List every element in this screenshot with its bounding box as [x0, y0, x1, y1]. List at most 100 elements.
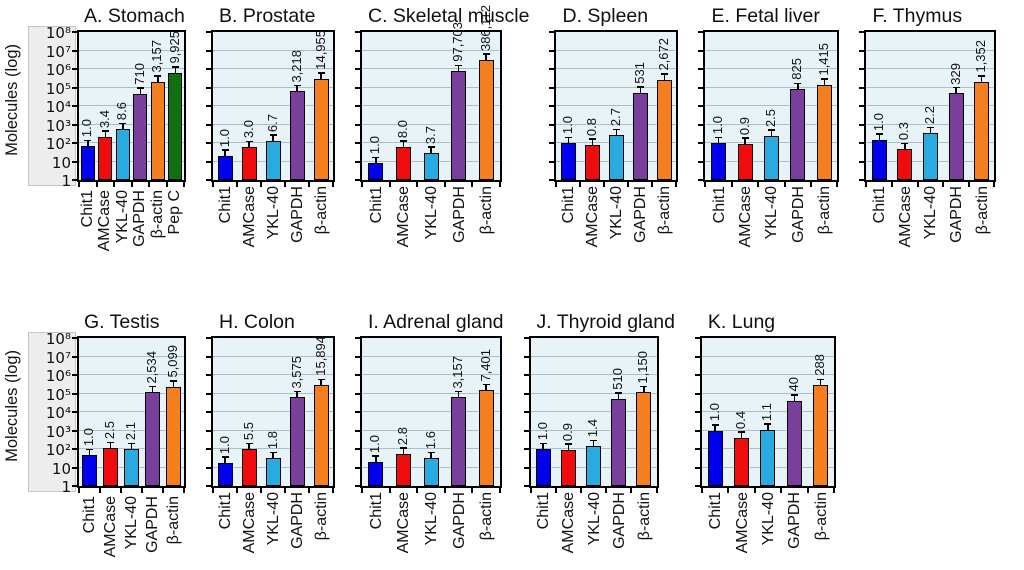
x-label-β-actin: β-actin	[478, 186, 496, 235]
y-tick	[72, 337, 77, 339]
x-axis-labels: Chit1 AMCase YKL-40 GAPDH β-actin Pep C	[76, 186, 185, 256]
bar-value-label: 1.1	[759, 402, 775, 421]
plot-wrap: 10⁸ 10⁷ 10⁶ 10⁵ 10⁴ 10³ 10² 10 1 1.0 3.4 8.6 710 3,15…	[28, 26, 186, 189]
x-label-AMCase: AMCase	[241, 492, 258, 554]
x-tick	[753, 488, 756, 493]
x-label-YKL-40: YKL-40	[759, 492, 777, 546]
y-tick	[206, 31, 211, 33]
plot-wrap: 1.0 0.8 2.7 531 2,672	[549, 30, 679, 187]
x-label-Chit1: Chit1	[710, 186, 728, 224]
error-bar	[823, 79, 826, 85]
gridline	[556, 49, 677, 51]
y-tick	[355, 355, 360, 358]
y-tick	[523, 355, 529, 358]
error-bar-cap	[171, 66, 179, 68]
gridline	[705, 49, 838, 51]
x-tick	[361, 488, 363, 493]
x-label-AMCase: AMCase	[96, 190, 114, 252]
x-tick	[332, 182, 334, 187]
x-tick	[700, 488, 703, 493]
x-label-YKL-40: YKL-40	[423, 186, 440, 240]
bar-value-label: 6.7	[264, 113, 280, 132]
x-label-YKL-40: YKL-40	[122, 496, 140, 550]
error-bar	[770, 130, 773, 136]
bar-value-label: 2,534	[144, 350, 159, 384]
error-bar-cap	[738, 431, 746, 433]
error-bar-cap	[101, 130, 109, 132]
bar-GAPDH	[611, 398, 627, 486]
gridline	[79, 355, 184, 357]
error-bar	[151, 387, 154, 393]
error-bar	[320, 73, 322, 79]
gridline	[556, 105, 677, 106]
x-label-β-actin: β-actin	[816, 186, 834, 235]
error-bar	[88, 450, 91, 456]
y-tick	[355, 411, 360, 413]
error-bar	[296, 392, 298, 398]
error-bar-cap	[293, 390, 301, 393]
plot-area-H: 1.0 5.5 1.8 3,575 15,894	[206, 336, 335, 493]
gridline	[213, 86, 333, 88]
x-tick	[162, 488, 164, 493]
chart-title-B: B. Prostate	[219, 5, 316, 27]
error-bar-cap	[615, 392, 623, 394]
bar-GAPDH	[632, 92, 648, 180]
error-bar-cap	[221, 149, 229, 151]
panels-row-2: G. Testis 10⁸ 10⁷ 10⁶ 10⁵ 10⁴ 10³ 10² 10 1 1.0 2.5 2…	[28, 310, 836, 562]
x-label-Chit1: Chit1	[367, 492, 385, 530]
error-bar-cap	[790, 394, 798, 396]
x-label-β-actin: β-actin	[656, 186, 674, 235]
x-label-GAPDH: GAPDH	[948, 186, 966, 243]
y-tick	[859, 123, 865, 126]
gridline	[362, 49, 500, 51]
x-label-YKL-40: YKL-40	[113, 190, 131, 244]
bar-value-label: 2.2	[921, 106, 937, 125]
x-label-YKL-40: YKL-40	[763, 186, 781, 240]
bar-GAPDH	[451, 71, 467, 180]
error-bar-cap	[245, 140, 253, 143]
y-tick	[355, 123, 360, 126]
plot-wrap: 1.0 5.5 1.8 3,575 15,894	[206, 336, 335, 493]
y-tick	[355, 179, 360, 181]
error-bar-cap	[564, 136, 572, 138]
bar-value-label: 15,894	[312, 336, 328, 377]
gridline	[79, 392, 184, 394]
x-tick	[757, 182, 760, 187]
chart-panel-G: G. Testis 10⁸ 10⁷ 10⁶ 10⁵ 10⁴ 10³ 10² 10 1 1.0 2.5 2…	[28, 310, 186, 562]
bar-Chit1	[368, 163, 384, 180]
y-tick	[549, 142, 555, 144]
x-label-YKL-40: YKL-40	[423, 492, 440, 546]
bar-β-actin	[813, 385, 829, 486]
x-axis-labels: Chit1 AMCase YKL-40 GAPDH β-actin	[360, 182, 502, 252]
bar-value-label: 1.0	[534, 421, 550, 440]
y-axis-tick-labels: 10⁸ 10⁷ 10⁶ 10⁵ 10⁴ 10³ 10² 10 1	[28, 26, 76, 189]
error-bar-cap	[660, 73, 668, 75]
bar-value-label: 97,703	[450, 22, 466, 62]
y-tick	[206, 337, 211, 339]
bar-Chit1	[368, 461, 384, 486]
bar-Pep C	[168, 72, 183, 180]
x-axis-labels: Chit1 AMCase YKL-40 GAPDH β-actin	[211, 182, 335, 252]
y-tick	[355, 374, 360, 376]
chart-title-G: G. Testis	[84, 311, 160, 333]
x-label-YKL-40: YKL-40	[265, 186, 282, 240]
y-tick-label: 10	[51, 153, 71, 172]
x-label-Chit1: Chit1	[871, 186, 889, 224]
x-tick	[675, 182, 678, 187]
gridline	[79, 411, 184, 412]
bar-value-label: 1.0	[870, 112, 886, 131]
bar-Chit1	[871, 139, 887, 180]
y-tick-label: 10³	[45, 116, 71, 135]
x-tick	[236, 182, 238, 187]
figure-row-2: Molecules (log) G. Testis 10⁸ 10⁷ 10⁶ 10⁵ 10⁴…	[2, 310, 1024, 562]
error-bar-cap	[269, 451, 277, 454]
x-tick	[603, 182, 606, 187]
bar-Chit1	[80, 146, 95, 180]
bar-value-label: 2,672	[655, 38, 671, 71]
bar-value-label: 1,352	[973, 40, 989, 73]
y-tick	[859, 142, 865, 144]
error-bar	[272, 135, 274, 141]
bar-value-label: 0.8	[583, 117, 599, 136]
bar-Chit1	[82, 455, 97, 486]
bar-value-label: 2.5	[762, 108, 778, 127]
